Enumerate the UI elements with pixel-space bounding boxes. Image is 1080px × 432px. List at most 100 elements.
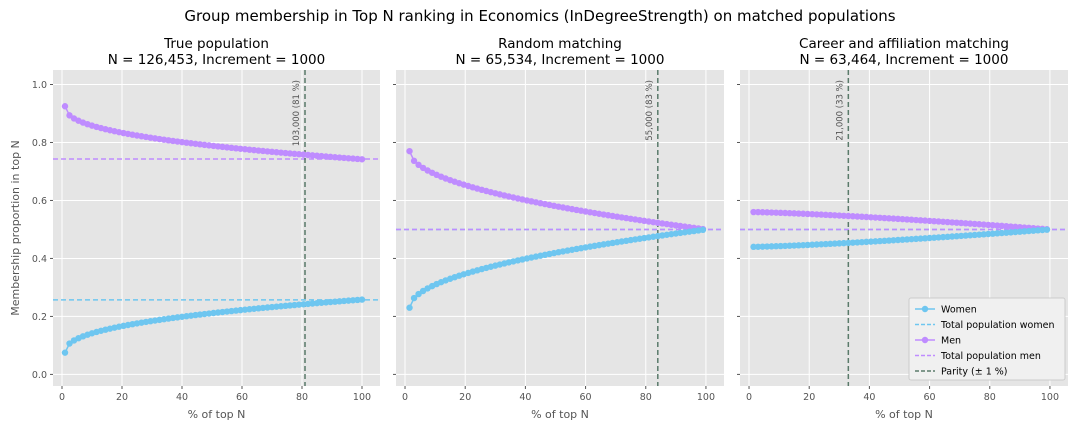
women-point [827, 240, 834, 248]
women-point [876, 237, 884, 245]
men-point [790, 210, 798, 217]
legend: Women Total population women Men Total popu… [908, 297, 1066, 381]
men-point [840, 212, 848, 219]
plot-area [396, 70, 724, 386]
men-point [809, 210, 816, 218]
women-point [836, 240, 843, 247]
women-point [1043, 226, 1051, 233]
women-point [66, 340, 73, 347]
women-point [768, 243, 775, 250]
women-point [358, 296, 366, 303]
men-point [872, 214, 879, 221]
men-point [768, 209, 775, 216]
women-point [840, 239, 848, 247]
women-point [854, 239, 861, 246]
x-tick-label: 60 [924, 392, 936, 403]
plot-area [53, 70, 380, 386]
parity-label: 55,000 (83 %) [645, 80, 655, 141]
y-tick-label: 1.0 [32, 80, 47, 91]
women-point [831, 240, 838, 247]
legend-label: Women [941, 305, 977, 316]
y-tick-label: 0.2 [32, 312, 47, 323]
x-tick-label: 0 [402, 392, 408, 403]
women-point [410, 294, 418, 302]
x-axis-label: % of top N [875, 408, 933, 421]
y-tick-label: 0.0 [32, 370, 47, 381]
legend-marker [921, 305, 929, 313]
men-point [822, 211, 829, 219]
women-point [858, 238, 866, 246]
women-point [881, 237, 888, 245]
men-point [777, 209, 784, 217]
x-axis-label: % of top N [188, 408, 246, 421]
y-tick-label: 0.8 [32, 138, 47, 149]
men-point [415, 161, 422, 169]
x-tick-label: 60 [580, 392, 592, 403]
men-point [759, 209, 766, 216]
x-tick-label: 100 [1041, 392, 1059, 403]
x-tick-label: 100 [697, 392, 715, 403]
women-point [754, 243, 762, 250]
women-point [845, 239, 852, 247]
women-point [799, 241, 807, 249]
women-point [867, 238, 875, 245]
men-point [863, 213, 870, 221]
men-point [763, 209, 771, 216]
women-point [759, 243, 766, 250]
women-point [795, 242, 802, 249]
women-point [750, 243, 757, 251]
men-point [754, 208, 762, 216]
women-point [849, 239, 857, 246]
legend-label: Men [941, 336, 961, 347]
y-axis-label: Membership proportion in top N [9, 140, 22, 316]
women-point [804, 241, 811, 249]
legend-box [908, 297, 1066, 381]
men-point [885, 215, 893, 222]
men-point [813, 211, 820, 218]
women-point [809, 241, 816, 248]
men-point [845, 212, 852, 220]
x-tick-label: 20 [459, 392, 471, 403]
men-point [799, 210, 807, 217]
x-tick-label: 80 [984, 392, 996, 403]
women-point [890, 237, 897, 244]
women-point [406, 304, 413, 311]
men-point [836, 212, 843, 219]
men-point [66, 112, 73, 119]
women-point [813, 241, 820, 248]
men-point [804, 210, 811, 218]
women-point [863, 238, 870, 246]
men-point [876, 214, 884, 221]
x-tick-label: 80 [296, 392, 308, 403]
women-point [818, 241, 825, 248]
x-tick-label: 40 [863, 392, 875, 403]
parity-label: 21,000 (33 %) [835, 80, 845, 141]
men-point [781, 209, 789, 217]
men-point [818, 211, 825, 218]
men-point [61, 103, 69, 110]
legend-marker [921, 336, 929, 344]
panel-title: Career and affiliation matching [799, 36, 1009, 52]
men-point [881, 214, 888, 222]
men-point [786, 209, 793, 217]
panel-subtitle: N = 63,464, Increment = 1000 [800, 52, 1009, 68]
women-point [885, 237, 893, 244]
x-tick-label: 100 [353, 392, 371, 403]
panel-subtitle: N = 65,534, Increment = 1000 [456, 52, 665, 68]
women-point [786, 242, 793, 249]
women-point [699, 226, 707, 234]
men-point [854, 213, 861, 220]
women-point [872, 238, 879, 245]
x-tick-label: 0 [59, 392, 65, 403]
x-tick-label: 40 [519, 392, 531, 403]
y-tick-label: 0.4 [32, 254, 47, 265]
men-point [858, 213, 866, 220]
x-axis-label: % of top N [531, 408, 589, 421]
panel-subtitle: N = 126,453, Increment = 1000 [108, 52, 325, 68]
men-point [827, 211, 834, 219]
